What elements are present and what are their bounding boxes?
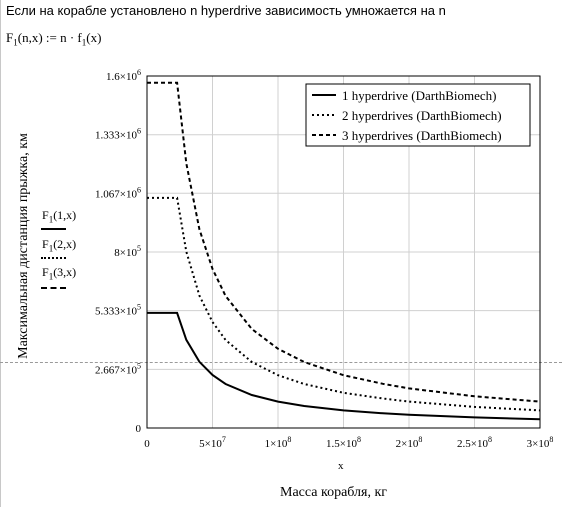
- x-tick-label: 5×107: [199, 435, 226, 450]
- x-axis-label: Масса корабля, кг: [280, 485, 388, 500]
- y-tick-label: 2.667×105: [95, 361, 141, 376]
- legend-label-3: 3 hyperdrives (DarthBiomech): [342, 128, 502, 143]
- formula-body: (n,x) := n · f: [17, 30, 82, 45]
- trace-key-1-line: [41, 228, 66, 230]
- trace-key-2-line: [41, 257, 66, 259]
- x-tick-label: 3×108: [527, 435, 554, 450]
- x-tick-label: 2×108: [396, 435, 423, 450]
- description-text: Если на корабле установлено n hyperdrive…: [6, 3, 446, 18]
- formula-tail: (x): [86, 30, 102, 45]
- x-tick-label: 1.5×108: [326, 435, 361, 450]
- series-line-2: [147, 196, 541, 412]
- y-tick-label: 5.333×105: [95, 303, 141, 318]
- formula-func: F: [6, 30, 14, 45]
- trace-key-2: F1(2,x): [42, 237, 77, 254]
- y-tick-label: 1.6×106: [106, 68, 141, 83]
- trace-key-3: F1(3,x): [42, 265, 77, 282]
- y-tick-label: 8×105: [114, 244, 141, 259]
- legend-box: [305, 83, 531, 147]
- left-panel-rule: [0, 0, 1, 507]
- legend-label-1: 1 hyperdrive (DarthBiomech): [342, 88, 497, 103]
- trace-key-3-line: [41, 287, 66, 289]
- y-tick-label: 1.067×106: [95, 185, 141, 200]
- x-tick-label: 0: [144, 438, 150, 450]
- y-tick-label: 0: [136, 423, 142, 435]
- plot-frame: [146, 75, 541, 429]
- trace-key-1: F1(1,x): [42, 208, 77, 225]
- formula-sub2: 1: [81, 37, 87, 48]
- series-line-3: [147, 81, 541, 403]
- y-tick-label: 1.333×106: [95, 127, 141, 142]
- x-variable-label: x: [338, 460, 344, 472]
- x-tick-label: 2.5×108: [457, 435, 492, 450]
- page-break-line: [0, 362, 562, 363]
- formula-definition[interactable]: F1(n,x) := n · f1(x): [6, 30, 101, 48]
- formula-sub: 1: [13, 37, 18, 48]
- legend-label-2: 2 hyperdrives (DarthBiomech): [342, 108, 502, 123]
- x-tick-label: 1×108: [265, 435, 292, 450]
- series-line-1: [147, 311, 541, 421]
